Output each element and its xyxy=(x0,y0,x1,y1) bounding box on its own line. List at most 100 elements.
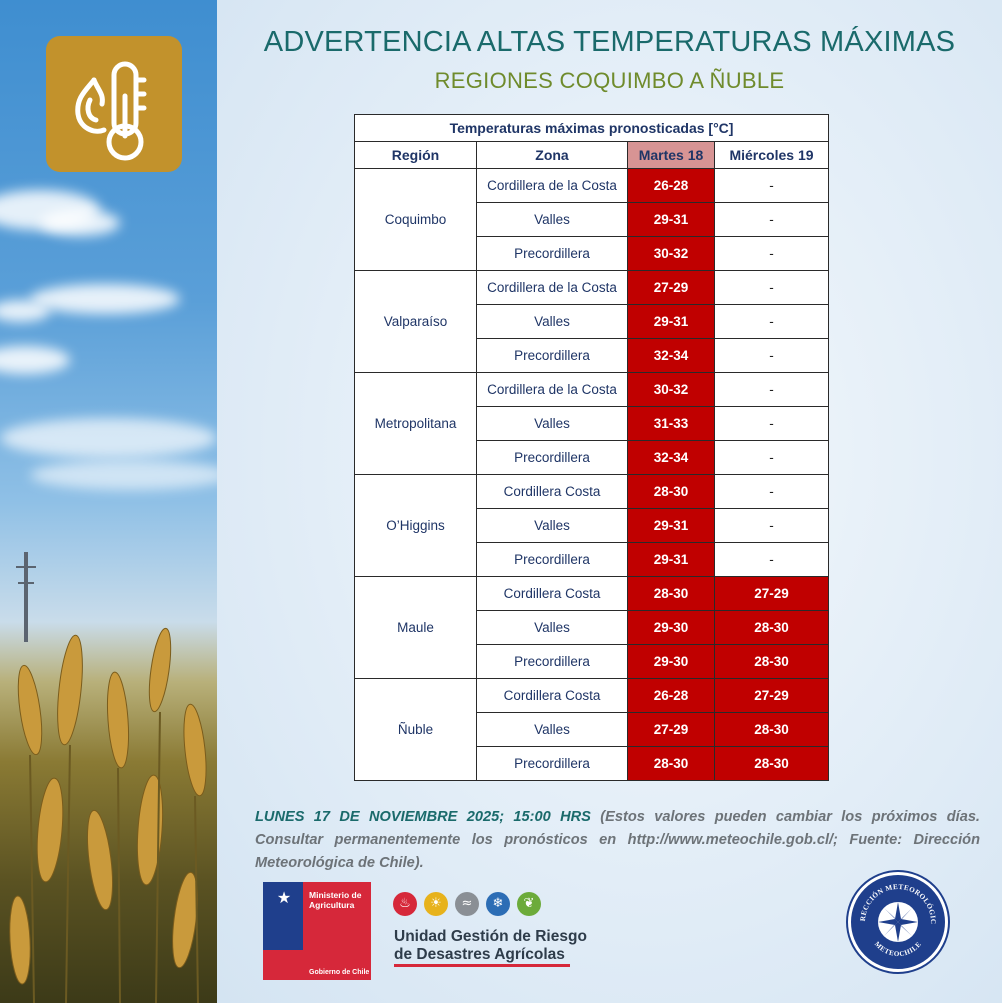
power-tower xyxy=(16,552,36,642)
table-row: Valles 27-29 28-30 xyxy=(355,712,830,747)
miercoles-value-cell: 28-30 xyxy=(713,644,830,679)
flood-icon: ≈ xyxy=(455,892,479,916)
miercoles-value-cell: - xyxy=(713,236,830,271)
table-row: Maule Cordillera Costa 28-30 27-29 xyxy=(354,576,830,679)
miercoles-value-cell: - xyxy=(713,372,830,407)
zone-cell: Precordillera xyxy=(476,746,628,781)
region-cell: O’Higgins xyxy=(354,474,477,577)
table-body: Coquimbo Cordillera de la Costa 26-28- Vall… xyxy=(354,168,830,781)
martes-value-cell: 26-28 xyxy=(627,168,715,203)
martes-value-cell: 28-30 xyxy=(627,576,715,611)
header-region: Región xyxy=(354,141,477,169)
martes-value-cell: 29-31 xyxy=(627,508,715,543)
martes-value-cell: 29-31 xyxy=(627,202,715,237)
frost-icon: ❄ xyxy=(486,892,510,916)
miercoles-value-cell: - xyxy=(713,270,830,305)
disclaimer-text: (Estos valores pueden cambiar los próxim… xyxy=(255,809,980,871)
miercoles-value-cell: - xyxy=(713,168,830,203)
zone-cell: Cordillera Costa xyxy=(476,678,628,713)
table-row: Coquimbo Cordillera de la Costa 26-28- xyxy=(354,168,830,271)
table-row: O’Higgins Cordillera Costa 28-30- xyxy=(354,474,830,577)
compass-rose-icon: DIRECCIÓN METEOROLÓGICA METEOCHILE xyxy=(848,869,936,958)
zone-cell: Precordillera xyxy=(476,644,628,679)
region-cell: Maule xyxy=(354,576,477,679)
ministry-line1: Ministerio de xyxy=(309,890,362,900)
miercoles-value-cell: - xyxy=(713,440,830,475)
miercoles-value-cell: 27-29 xyxy=(713,576,830,611)
table-row: Valparaíso Cordillera de la Costa 27-29- xyxy=(354,270,830,373)
ugr-icon-row: ♨ ☀ ≈ ❄ ❦ xyxy=(393,892,541,916)
zone-cell: Cordillera Costa xyxy=(476,576,628,611)
martes-value-cell: 30-32 xyxy=(627,236,715,271)
forecast-table: Temperaturas máximas pronosticadas [°C] … xyxy=(353,114,830,781)
zone-cell: Precordillera xyxy=(476,236,628,271)
drought-icon: ☀ xyxy=(424,892,448,916)
wheat-stalks xyxy=(9,627,207,1003)
page-title: ADVERTENCIA ALTAS TEMPERATURAS MÁXIMAS xyxy=(263,26,956,58)
plant-icon: ❦ xyxy=(517,892,541,916)
table-row: Valles 29-31- xyxy=(355,304,830,339)
zone-cell: Cordillera Costa xyxy=(476,474,628,509)
miercoles-value-cell: 28-30 xyxy=(713,610,830,645)
table-row: Precordillera 32-34- xyxy=(355,440,830,475)
table-row: Precordillera 32-34- xyxy=(355,338,830,373)
zone-cell: Valles xyxy=(476,202,628,237)
martes-value-cell: 29-31 xyxy=(627,304,715,339)
header-zone: Zona xyxy=(476,141,628,169)
table-row: Ñuble Cordillera Costa 26-28 27-29 xyxy=(354,678,830,781)
martes-value-cell: 31-33 xyxy=(627,406,715,441)
miercoles-value-cell: - xyxy=(713,304,830,339)
table-row: Precordillera 28-30 28-30 xyxy=(355,746,830,781)
header-day2: Miércoles 19 xyxy=(713,141,830,169)
zone-cell: Precordillera xyxy=(476,440,628,475)
fire-thermometer-icon xyxy=(75,61,147,161)
zone-cell: Cordillera de la Costa xyxy=(476,270,628,305)
table-caption: Temperaturas máximas pronosticadas [°C] xyxy=(353,114,830,142)
ugr-title-line1: Unidad Gestión de Riesgo xyxy=(394,928,587,945)
zone-cell: Valles xyxy=(476,304,628,339)
zone-cell: Valles xyxy=(476,508,628,543)
star-icon: ★ xyxy=(276,890,292,907)
miercoles-value-cell: - xyxy=(713,202,830,237)
svg-text:METEOCHILE: METEOCHILE xyxy=(873,940,923,958)
government-label: Gobierno de Chile xyxy=(309,969,370,976)
region-cell: Coquimbo xyxy=(354,168,477,271)
martes-value-cell: 32-34 xyxy=(627,440,715,475)
miercoles-value-cell: - xyxy=(713,474,830,509)
zone-cell: Cordillera de la Costa xyxy=(476,168,628,203)
martes-value-cell: 30-32 xyxy=(627,372,715,407)
fire-icon: ♨ xyxy=(393,892,417,916)
martes-value-cell: 32-34 xyxy=(627,338,715,373)
zone-cell: Precordillera xyxy=(476,338,628,373)
table-row: Valles 29-31- xyxy=(355,202,830,237)
table-row: Precordillera 29-30 28-30 xyxy=(355,644,830,679)
martes-value-cell: 29-30 xyxy=(627,610,715,645)
seal-bottom-text: METEOCHILE xyxy=(873,940,923,958)
martes-value-cell: 27-29 xyxy=(627,270,715,305)
martes-value-cell: 28-30 xyxy=(627,746,715,781)
zone-cell: Precordillera xyxy=(476,542,628,577)
footer-note: LUNES 17 DE NOVIEMBRE 2025; 15:00 HRS (E… xyxy=(255,806,980,875)
martes-value-cell: 26-28 xyxy=(627,678,715,713)
miercoles-value-cell: - xyxy=(713,338,830,373)
region-cell: Valparaíso xyxy=(354,270,477,373)
region-cell: Ñuble xyxy=(354,678,477,781)
header-day1: Martes 18 xyxy=(627,141,715,169)
region-cell: Metropolitana xyxy=(354,372,477,475)
ugr-logo-text: Unidad Gestión de Riesgo de Desastres Ag… xyxy=(394,928,587,964)
ministry-logo: ★ Ministerio de Agricultura Gobierno de … xyxy=(263,882,371,980)
martes-value-cell: 28-30 xyxy=(627,474,715,509)
ministry-line2: Agricultura xyxy=(309,900,355,910)
issue-date: LUNES 17 DE NOVIEMBRE 2025; 15:00 HRS xyxy=(255,809,591,825)
ugr-underline xyxy=(394,964,570,967)
miercoles-value-cell: - xyxy=(713,542,830,577)
table-row: Valles 29-30 28-30 xyxy=(355,610,830,645)
page-subtitle: REGIONES COQUIMBO A ÑUBLE xyxy=(434,68,785,93)
martes-value-cell: 29-30 xyxy=(627,644,715,679)
meteochile-seal-logo: DIRECCIÓN METEOROLÓGICA METEOCHILE xyxy=(848,869,948,972)
miercoles-value-cell: 27-29 xyxy=(713,678,830,713)
martes-value-cell: 27-29 xyxy=(627,712,715,747)
ugr-title-line2: de Desastres Agrícolas xyxy=(394,946,565,963)
heat-warning-badge xyxy=(46,36,182,172)
zone-cell: Valles xyxy=(476,406,628,441)
